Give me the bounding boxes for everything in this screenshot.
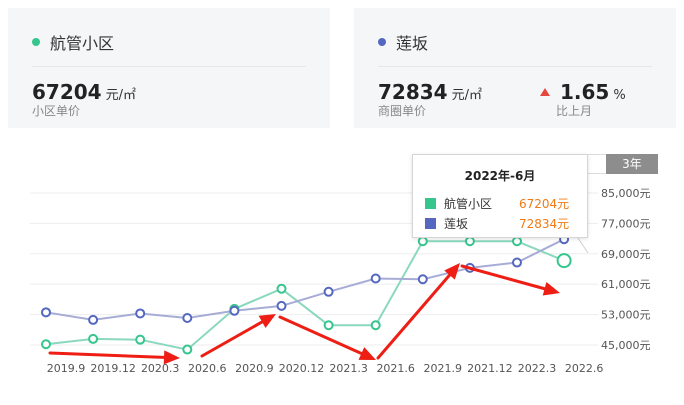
- district-price-card: 莲坂 72834 元/㎡ 商圈单价 1.65 % 比上月: [354, 8, 676, 128]
- district-dot-icon: [378, 38, 386, 46]
- arrow-head: [358, 347, 376, 360]
- data-point: [229, 305, 240, 316]
- arrow-shaft: [200, 320, 264, 358]
- annotation-arrow: [460, 264, 560, 296]
- chart-tooltip: 2022年-6月 航管小区 67204元 莲坂 72834元: [412, 154, 588, 238]
- community-price-label: 小区单价: [32, 104, 81, 118]
- card-divider: [32, 66, 306, 67]
- y-tick-label: 61,000元: [601, 278, 651, 291]
- arrow-shaft: [278, 315, 363, 355]
- data-point: [464, 236, 475, 247]
- y-tick-label: 77,000元: [601, 217, 651, 230]
- series-line: [45, 240, 565, 351]
- data-point: [135, 334, 146, 345]
- month-change: 1.65 %: [540, 80, 626, 104]
- data-point: [512, 236, 522, 247]
- tooltip-series-value: 67204元: [519, 197, 570, 211]
- arrow-shaft: [48, 351, 166, 359]
- x-tick-label: 2020.6: [188, 362, 227, 375]
- data-point: [323, 286, 334, 297]
- data-point: [417, 236, 428, 247]
- month-change-label: 比上月: [556, 104, 593, 118]
- tooltip-series-value: 72834元: [519, 217, 570, 231]
- tooltip-pointer: [577, 237, 589, 254]
- annotation-arrows: [48, 263, 560, 365]
- community-name: 航管小区: [50, 34, 115, 53]
- x-tick-label: 2021.3: [329, 362, 368, 375]
- annotation-arrow: [48, 350, 180, 365]
- district-price-unit: 元/㎡: [451, 88, 482, 103]
- x-tick-label: 2020.9: [235, 362, 274, 375]
- data-point: [370, 273, 381, 284]
- annotation-arrow: [278, 315, 376, 360]
- data-point: [323, 320, 334, 331]
- annotation-arrow: [376, 263, 460, 360]
- y-tick-label: 45,000元: [601, 339, 651, 352]
- district-price: 72834 元/㎡: [378, 80, 482, 104]
- month-change-unit: %: [613, 88, 626, 103]
- x-axis-labels: 2019.9 2019.12 2020.3 2020.6 2020.9 2020.12 20…: [47, 362, 604, 375]
- x-tick-label: 2021.12: [467, 362, 513, 375]
- y-tick-label: 53,000元: [601, 309, 651, 322]
- tooltip-series-name: 航管小区: [444, 197, 493, 211]
- x-tick-label: 2019.9: [47, 362, 86, 375]
- tooltip-title: 2022年-6月: [464, 169, 536, 183]
- data-point: [135, 308, 146, 319]
- x-tick-label: 2020.3: [141, 362, 180, 375]
- district-name: 莲坂: [396, 34, 429, 53]
- range-option[interactable]: [585, 154, 606, 174]
- arrow-shaft: [376, 273, 452, 360]
- data-point: [370, 320, 381, 331]
- tooltip-series-name: 莲坂: [444, 217, 469, 231]
- annotation-arrow: [200, 314, 276, 358]
- series-color-icon: [425, 218, 436, 229]
- y-axis-labels: 45,000元 53,000元 61,000元 69,000元 77,000元 85,00…: [601, 187, 651, 352]
- x-tick-label: 2021.9: [424, 362, 463, 375]
- y-tick-label: 69,000元: [601, 248, 651, 261]
- arrow-head: [444, 263, 460, 280]
- x-tick-label: 2022.3: [518, 362, 557, 375]
- month-change-value: 1.65: [560, 80, 610, 104]
- data-point: [556, 253, 572, 269]
- community-name-row: 航管小区: [32, 30, 114, 54]
- data-point: [276, 300, 287, 311]
- up-arrow-icon: [540, 88, 550, 96]
- district-price-value: 72834: [378, 80, 448, 104]
- data-point: [276, 283, 287, 294]
- x-tick-label: 2020.12: [279, 362, 325, 375]
- series-points: [41, 234, 572, 355]
- x-tick-label: 2022.6: [565, 362, 604, 375]
- x-tick-label: 2021.6: [376, 362, 415, 375]
- series-lines: [45, 237, 589, 351]
- card-divider: [378, 66, 652, 67]
- arrow-head: [542, 282, 560, 296]
- community-price-card: 航管小区 67204 元/㎡ 小区单价: [8, 8, 330, 128]
- data-point: [41, 307, 51, 318]
- data-point: [417, 274, 428, 285]
- arrow-head: [163, 350, 180, 365]
- tooltip-row-district: 莲坂: [425, 215, 468, 232]
- series-line: [45, 238, 565, 321]
- arrow-head: [258, 314, 276, 328]
- data-point: [182, 344, 193, 355]
- district-price-label: 商圈单价: [378, 104, 427, 118]
- range-3y-button[interactable]: 3年: [606, 154, 658, 174]
- arrow-shaft: [460, 264, 547, 291]
- district-name-row: 莲坂: [378, 30, 428, 54]
- x-tick-label: 2019.12: [90, 362, 136, 375]
- data-point: [182, 313, 193, 324]
- community-price: 67204 元/㎡: [32, 80, 136, 104]
- community-price-unit: 元/㎡: [105, 88, 136, 103]
- y-tick-label: 85,000元: [601, 187, 651, 200]
- data-point: [88, 333, 99, 344]
- community-dot-icon: [32, 38, 40, 46]
- data-point: [88, 314, 99, 325]
- community-price-value: 67204: [32, 80, 102, 104]
- series-color-icon: [425, 198, 436, 209]
- tooltip-row-community: 航管小区: [425, 195, 492, 212]
- data-point: [41, 339, 51, 350]
- data-point: [512, 257, 522, 268]
